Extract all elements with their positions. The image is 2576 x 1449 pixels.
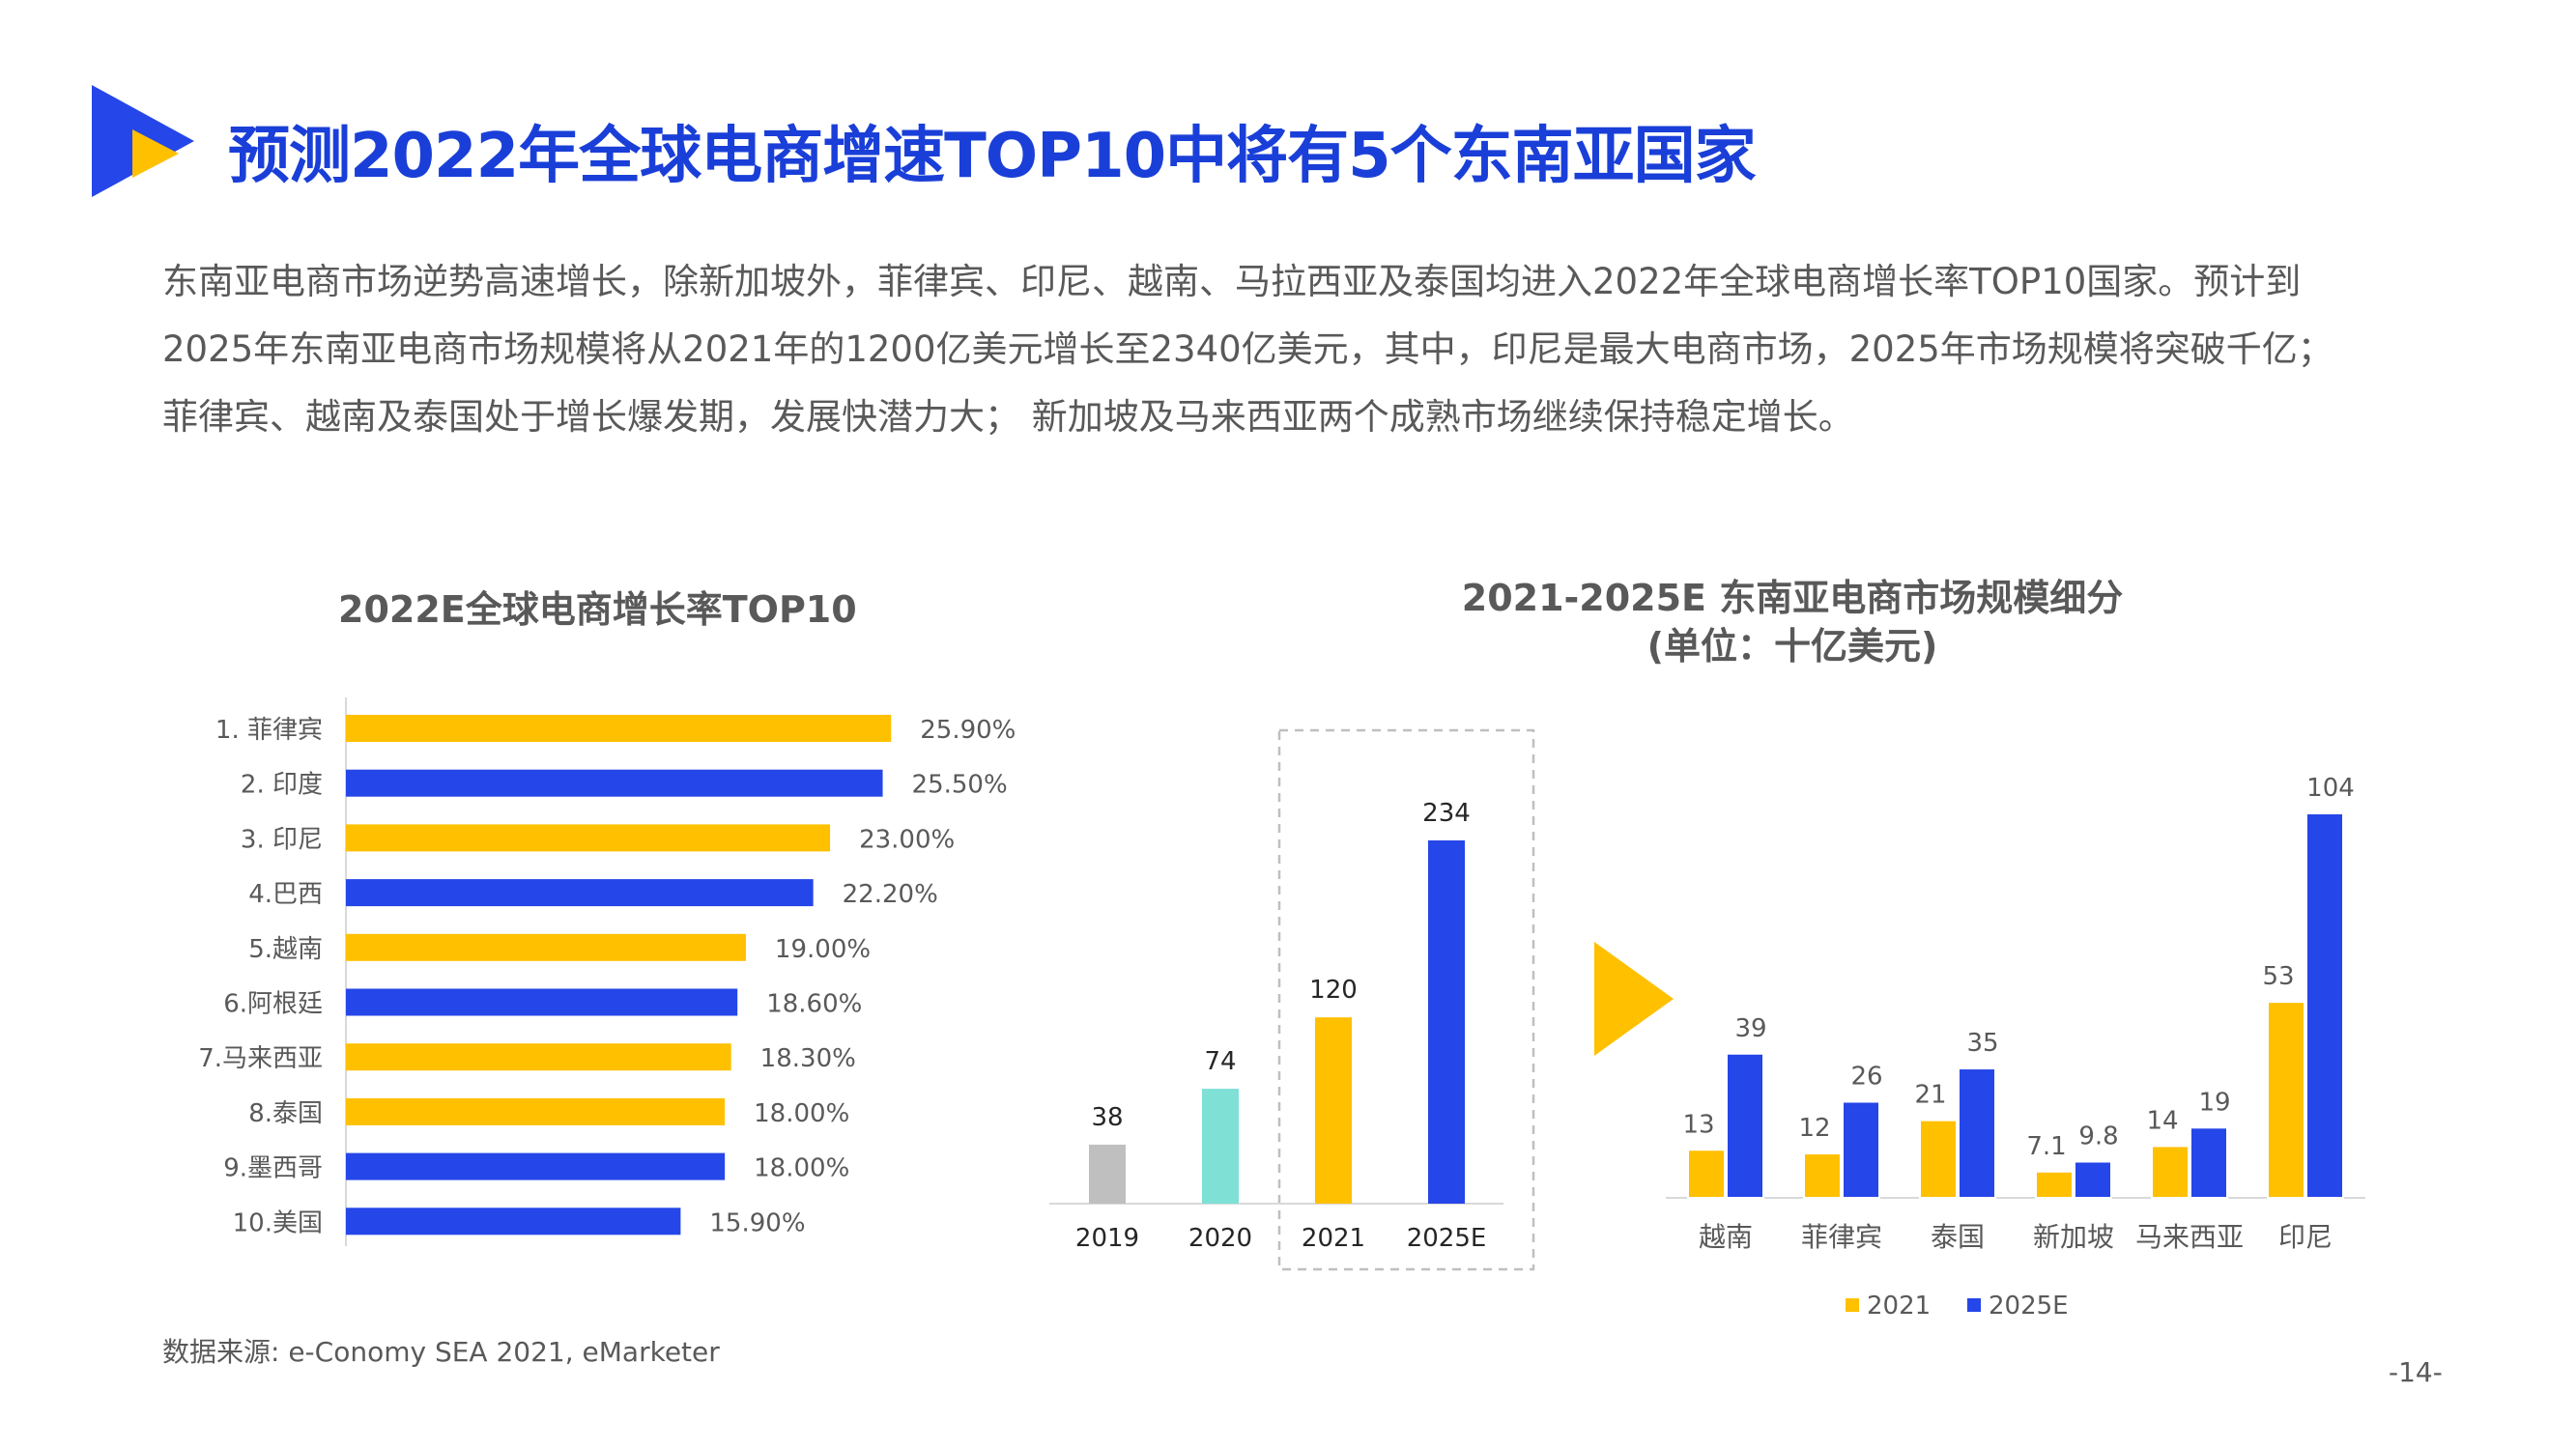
arrow-right-icon (1594, 942, 1674, 1056)
category-label: 3. 印尼 (241, 825, 323, 854)
category-label: 2. 印度 (241, 771, 323, 800)
data-source-note: 数据来源: e-Conomy SEA 2021, eMarketer (162, 1336, 720, 1368)
description-line: 东南亚电商市场逆势高速增长，除新加坡外，菲律宾、印尼、越南、马拉西亚及泰国均进入… (162, 261, 2302, 302)
data-label: 23.00% (859, 825, 955, 854)
data-label: 25.50% (912, 771, 1008, 800)
data-label: 18.60% (766, 990, 862, 1019)
bar (346, 769, 883, 797)
category-label: 5.越南 (248, 935, 323, 964)
chart1-title: 2022E全球电商增长率TOP10 (338, 588, 857, 631)
category-label: 10.美国 (233, 1208, 323, 1237)
category-label: 1. 菲律宾 (215, 716, 323, 745)
bar (346, 824, 831, 852)
category-label: 9.墨西哥 (223, 1154, 323, 1183)
chart2-subtitle: (单位：十亿美元) (1646, 625, 1938, 668)
chart2-title-line: 2021-2025E 东南亚电商市场规模细分 (1461, 577, 2124, 619)
data-label: 18.30% (760, 1044, 856, 1073)
category-label: 8.泰国 (248, 1099, 323, 1128)
chart2-title: 2021-2025E 东南亚电商市场规模细分 (单位：十亿美元) (1372, 574, 2213, 670)
data-label: 25.90% (920, 716, 1016, 745)
page-title: 预测2022年全球电商增速TOP10中将有5个东南亚国家 (228, 121, 1757, 192)
category-label: 4.巴西 (248, 880, 323, 909)
data-label: 18.00% (754, 1099, 849, 1128)
bar (346, 933, 746, 961)
description-paragraph: 东南亚电商市场逆势高速增长，除新加坡外，菲律宾、印尼、越南、马拉西亚及泰国均进入… (162, 248, 2443, 451)
bar (346, 715, 892, 742)
data-label: 19.00% (775, 935, 871, 964)
data-label: 22.20% (843, 880, 938, 909)
bar (346, 1043, 731, 1071)
description-line: 2025年东南亚电商市场规模将从2021年的1200亿美元增长至2340亿美元，… (162, 328, 2333, 370)
data-label: 15.90% (709, 1208, 805, 1237)
bar (346, 988, 738, 1016)
bar (346, 1097, 726, 1125)
page-number: -14- (2389, 1356, 2443, 1388)
data-label: 18.00% (754, 1154, 849, 1183)
bar (346, 1208, 681, 1236)
bar (346, 1152, 726, 1180)
description-line: 菲律宾、越南及泰国处于增长爆发期，发展快潜力大； 新加坡及马来西亚两个成熟市场继… (162, 396, 1854, 438)
bar (346, 879, 814, 907)
category-label: 7.马来西亚 (198, 1044, 323, 1073)
brand-logo (92, 85, 194, 197)
category-label: 6.阿根廷 (223, 990, 323, 1019)
